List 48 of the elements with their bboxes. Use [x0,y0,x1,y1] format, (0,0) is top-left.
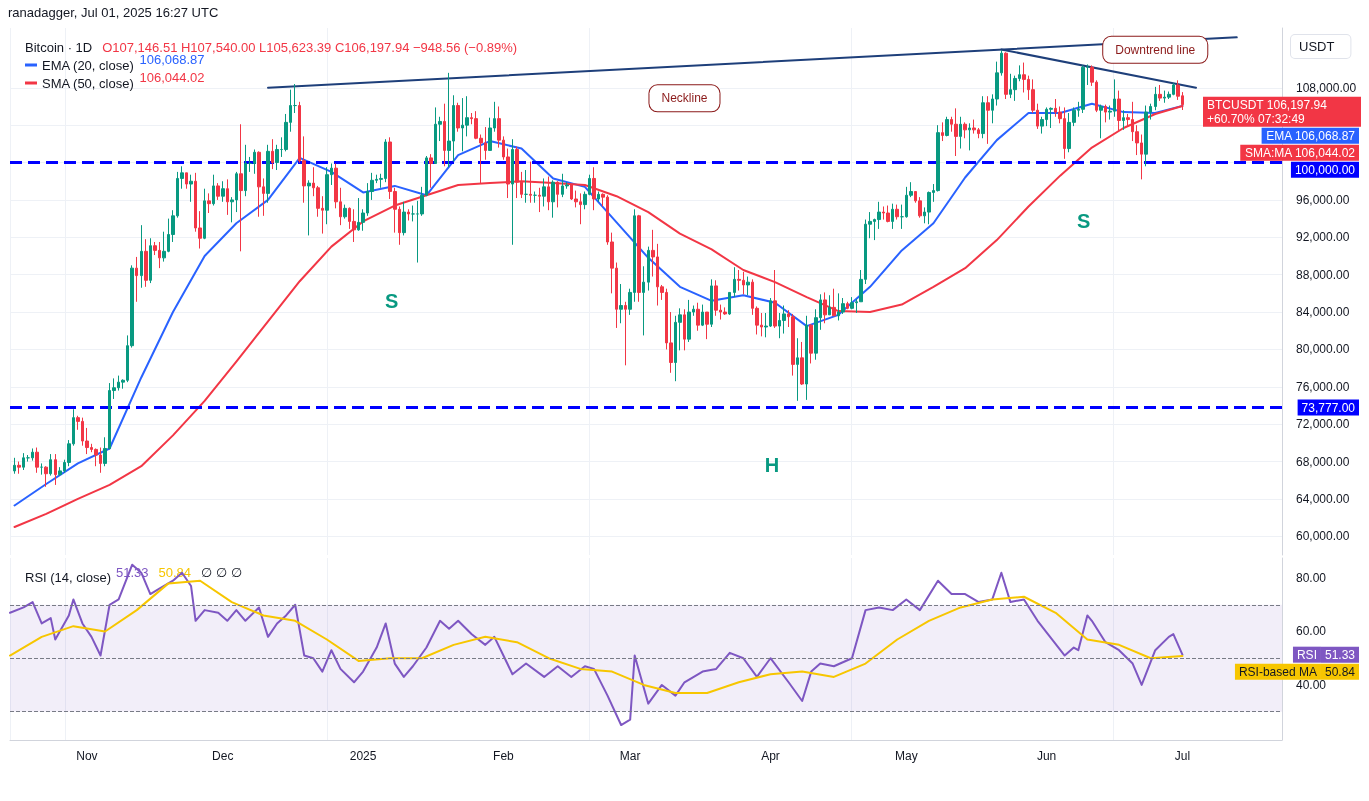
annotation: S [384,289,399,312]
legend-label: EMA (20, close) [42,57,134,73]
y-tick-label: 88,000.00 [1296,267,1350,282]
text: O107,146.51 H107,540.00 L105,623.39 C106,197.94 −948.56 (−0.89%) [102,40,518,55]
x-tick-label: May [894,749,918,763]
y-tick-label: 76,000.00 [1296,379,1350,394]
x-tick-label: Mar [619,749,641,763]
annotation: EMA 106,068.87 [1266,128,1356,143]
x-tick-label: 2025 [349,749,377,763]
annotation: ∅ ∅ ∅ [201,565,243,580]
ref-line-label: 73,777.00 [1301,400,1356,415]
y-tick-label: 68,000.00 [1296,454,1350,469]
ref-line-label: 100,000.00 [1294,162,1356,177]
annotation: 106,068.87 [139,52,205,67]
y-tick-label: 92,000.00 [1296,230,1350,245]
x-tick-label: Apr [761,749,780,763]
y-axis-title: USDT [1299,39,1335,54]
y-tick-label: 84,000.00 [1296,305,1350,320]
legend-label: SMA (50, close) [42,75,134,91]
x-tick-label: Jun [1036,749,1057,763]
y-tick-label: 108,000.00 [1296,80,1357,95]
annotation: Downtrend line [1115,42,1196,57]
x-tick-label: Jul [1174,749,1191,763]
y-tick-label: 40.00 [1296,677,1327,692]
text: 50.84 [1324,664,1356,679]
legend-label: RSI [1296,647,1317,662]
annotation: 50.84 [158,565,192,580]
text: ranadagger, Jul 01, 2025 16:27 UTC [8,5,219,20]
y-tick-label: 72,000.00 [1296,417,1350,432]
y-tick-label: 64,000.00 [1296,491,1350,506]
x-tick-label: Feb [493,749,515,763]
annotation: BTCUSDT 106,197.94 +60.70% 07:32:49 [1207,97,1331,126]
y-tick-label: 80.00 [1296,571,1327,586]
text: Bitcoin · 1D [25,40,93,55]
y-tick-label: 60,000.00 [1296,529,1350,544]
y-tick-label: 96,000.00 [1296,192,1350,207]
annotation: H [764,453,780,476]
annotation: Neckline [661,91,708,106]
text: RSI (14, close) [25,570,111,585]
x-tick-label: Nov [76,749,98,763]
x-tick-label: Dec [212,749,234,763]
annotation: S [1076,209,1091,232]
annotation: 106,044.02 [139,70,205,85]
annotation: SMA:MA 106,044.02 [1244,145,1356,160]
y-tick-label: 80,000.00 [1296,342,1350,357]
legend-label: RSI-based MA [1238,664,1317,679]
y-tick-label: 60.00 [1296,624,1327,639]
text: 51.33 [1324,647,1356,662]
